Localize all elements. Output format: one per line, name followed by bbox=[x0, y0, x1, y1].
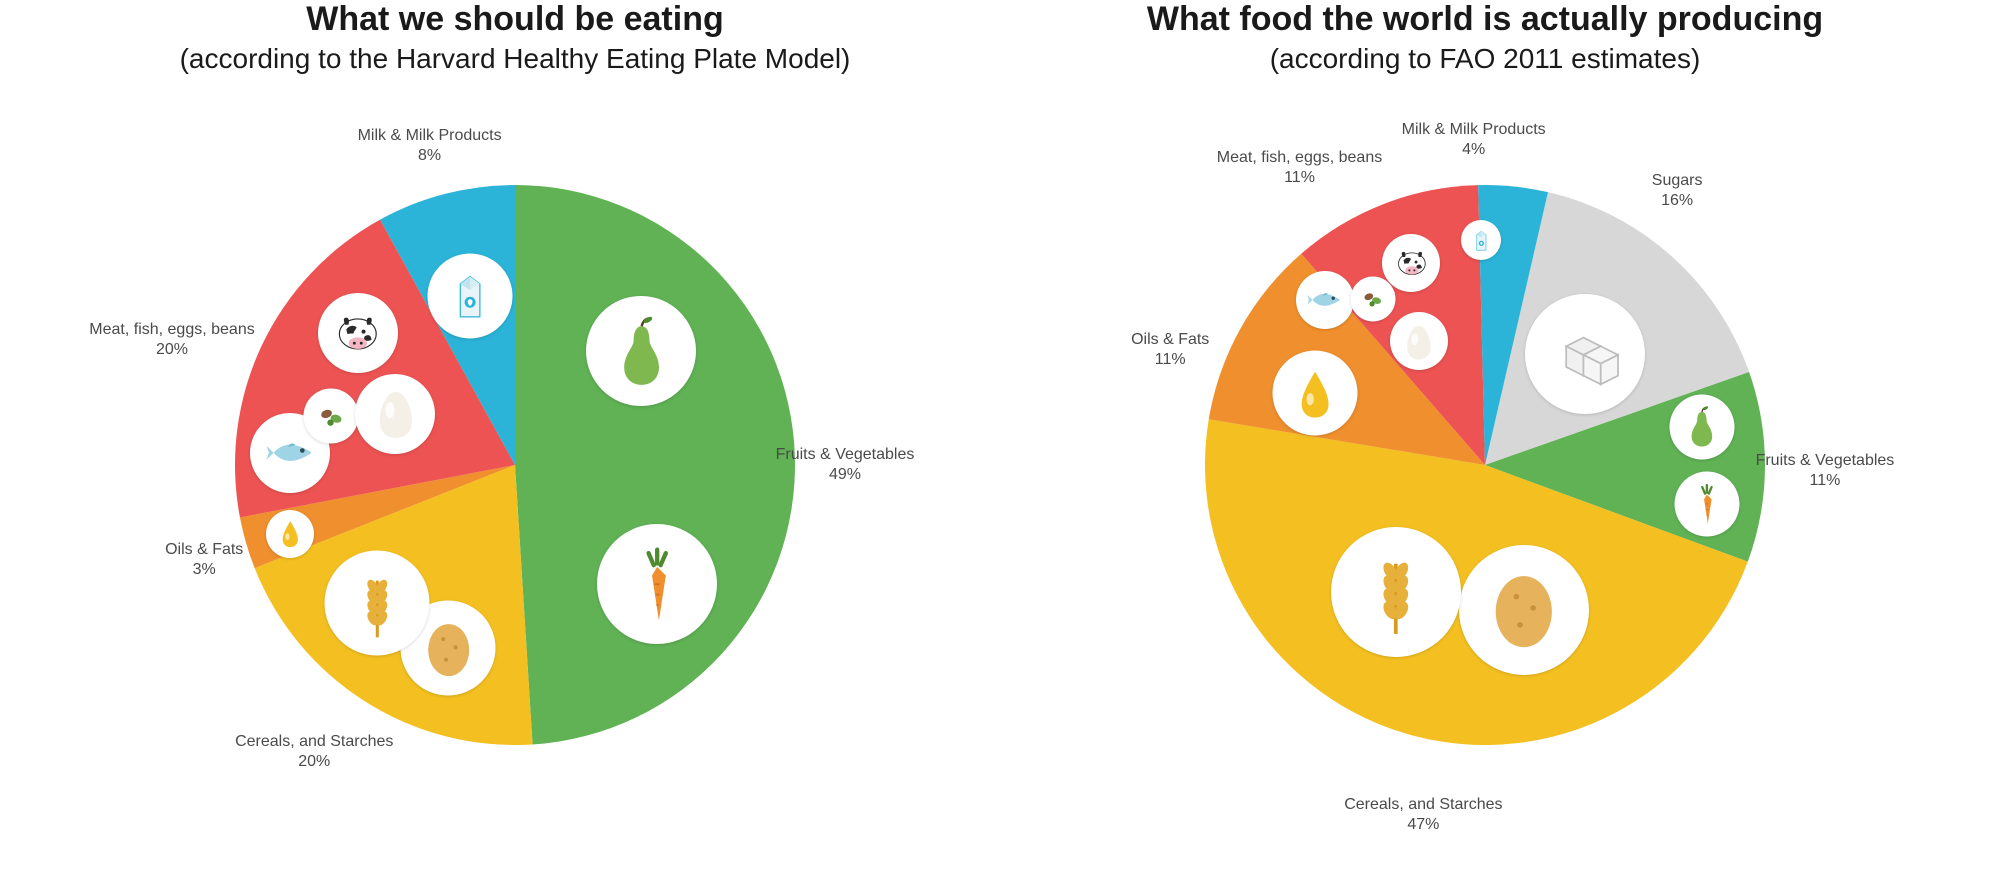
milk-carton-icon bbox=[427, 253, 512, 338]
milk-carton-icon bbox=[1461, 220, 1501, 260]
chart-title-right: What food the world is actually producin… bbox=[1147, 0, 1823, 39]
carrot-icon bbox=[1674, 472, 1739, 537]
beans-icon bbox=[1351, 277, 1396, 322]
right-panel: What food the world is actually producin… bbox=[1000, 0, 1970, 869]
oil-drop-icon bbox=[1272, 350, 1357, 435]
slice-label: Milk & Milk Products4% bbox=[1402, 120, 1546, 160]
cow-icon bbox=[1382, 234, 1440, 292]
fish-icon bbox=[1296, 271, 1354, 329]
left-panel: What we should be eating (according to t… bbox=[30, 0, 1000, 869]
slice-label: Sugars16% bbox=[1652, 171, 1703, 211]
slice-label: Oils & Fats11% bbox=[1131, 330, 1209, 370]
chart-title-left: What we should be eating bbox=[306, 0, 723, 39]
beans-icon bbox=[304, 388, 359, 443]
slice-label: Fruits & Vegetables11% bbox=[1756, 451, 1895, 491]
carrot-icon bbox=[597, 524, 717, 644]
oil-drop-icon bbox=[266, 510, 314, 558]
cow-icon bbox=[318, 293, 398, 373]
pear-icon bbox=[1669, 394, 1734, 459]
slice-label: Cereals, and Starches20% bbox=[235, 732, 393, 772]
chart-area-right: Sugars16% Fruits & Vegetables11% Cereals, … bbox=[1035, 95, 1935, 835]
pear-icon bbox=[586, 296, 696, 406]
pie-slice bbox=[515, 185, 795, 744]
slice-label: Oils & Fats3% bbox=[165, 540, 243, 580]
slice-label: Fruits & Vegetables49% bbox=[776, 445, 915, 485]
chart-subtitle-right: (according to FAO 2011 estimates) bbox=[1270, 43, 1701, 75]
slice-label: Cereals, and Starches47% bbox=[1344, 795, 1502, 835]
sugar-cubes-icon bbox=[1525, 294, 1645, 414]
slice-label: Meat, fish, eggs, beans20% bbox=[89, 320, 254, 360]
potato-icon bbox=[1459, 545, 1589, 675]
wheat-icon bbox=[1331, 527, 1461, 657]
chart-subtitle-left: (according to the Harvard Healthy Eating… bbox=[180, 43, 851, 75]
slice-label: Meat, fish, eggs, beans11% bbox=[1217, 148, 1382, 188]
wheat-icon bbox=[325, 550, 430, 655]
egg-icon bbox=[1390, 312, 1448, 370]
egg-icon bbox=[355, 374, 435, 454]
slice-label: Milk & Milk Products8% bbox=[358, 126, 502, 166]
chart-area-left: Fruits & Vegetables49% Cereals, and Starc… bbox=[65, 95, 965, 835]
